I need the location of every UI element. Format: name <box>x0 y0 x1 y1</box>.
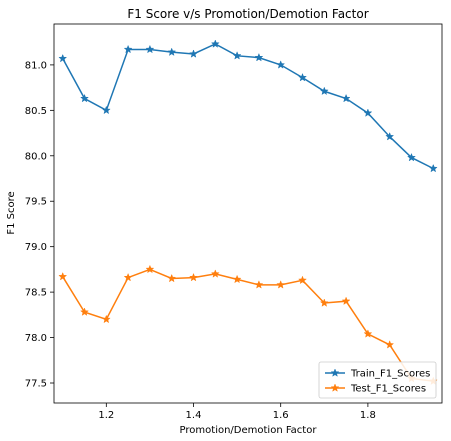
data-point <box>341 296 351 306</box>
series-layer <box>58 39 438 385</box>
legend-marker <box>330 383 340 392</box>
data-point <box>101 314 111 324</box>
data-point <box>232 51 242 60</box>
data-point <box>123 44 133 54</box>
data-point <box>167 273 177 283</box>
y-tick-label: 80.5 <box>25 106 47 117</box>
data-point <box>58 53 68 63</box>
plot-frame <box>53 23 443 404</box>
data-point <box>319 298 329 307</box>
y-tick-label: 77.5 <box>25 379 47 390</box>
data-point <box>341 93 351 103</box>
y-axis: 77.5 78.0 78.5 79.0 79.5 80.0 80.5 81.0 <box>25 60 54 390</box>
y-axis-label: F1 Score <box>6 191 17 234</box>
y-tick-label: 79.5 <box>25 197 47 208</box>
data-point <box>80 93 89 103</box>
legend-label: Test_F1_Scores <box>350 384 426 395</box>
data-point <box>385 340 395 349</box>
chart-title: F1 Score v/s Promotion/Demotion Factor <box>127 7 368 21</box>
data-point <box>123 272 133 282</box>
x-tick-label: 1.8 <box>360 410 376 421</box>
legend-marker <box>330 368 340 377</box>
data-point <box>145 264 155 274</box>
data-point <box>145 44 155 54</box>
y-tick-label: 81.0 <box>25 60 47 71</box>
x-tick-label: 1.4 <box>186 410 202 421</box>
data-point <box>189 49 198 58</box>
data-point <box>167 47 177 56</box>
data-point <box>254 280 264 289</box>
data-point <box>276 280 286 289</box>
x-tick-label: 1.2 <box>98 410 114 421</box>
data-point <box>101 105 111 115</box>
data-point <box>385 131 395 141</box>
x-axis-label: Promotion/Demotion Factor <box>180 425 318 436</box>
data-point <box>58 271 68 281</box>
data-point <box>210 39 220 48</box>
data-point <box>407 152 416 162</box>
series-line <box>62 268 434 382</box>
series-Train_F1_Scores <box>58 39 438 173</box>
data-point <box>298 275 307 285</box>
plot-area <box>54 24 442 403</box>
data-point <box>363 329 373 338</box>
data-point <box>319 86 329 96</box>
data-point <box>363 108 373 117</box>
data-point <box>210 269 220 278</box>
y-tick-label: 79.0 <box>25 242 47 253</box>
y-tick-label: 80.0 <box>25 151 47 162</box>
data-point <box>428 163 438 173</box>
data-point <box>80 307 89 316</box>
x-tick-label: 1.6 <box>273 410 289 421</box>
legend-box <box>318 361 437 399</box>
x-axis: 1.2 1.4 1.6 1.8 <box>98 403 376 421</box>
data-point <box>254 52 264 62</box>
data-point <box>276 60 286 69</box>
series-line <box>62 43 434 170</box>
data-point <box>189 272 198 282</box>
data-point <box>232 274 242 284</box>
legend: Train_F1_Scores Test_F1_Scores <box>318 361 437 399</box>
y-tick-label: 78.5 <box>25 288 47 299</box>
legend-label: Train_F1_Scores <box>350 369 430 380</box>
y-tick-label: 78.0 <box>25 333 47 344</box>
data-point <box>298 72 307 82</box>
